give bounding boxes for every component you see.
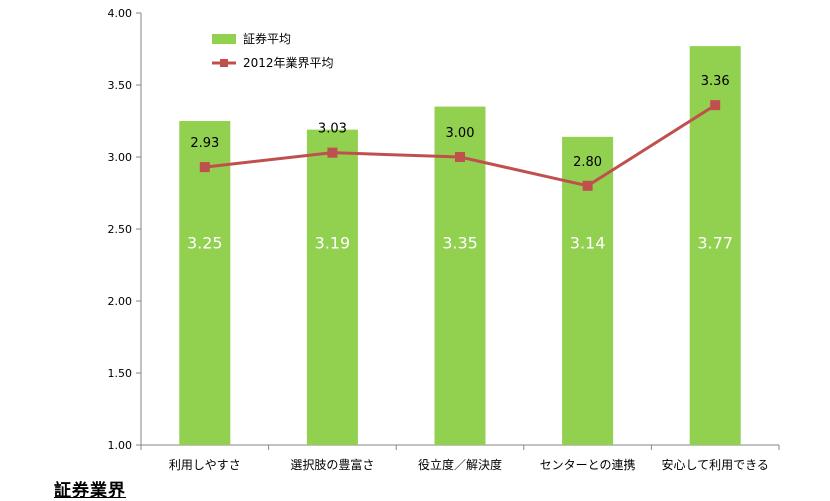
legend-label: 証券平均 (243, 31, 291, 46)
bar (306, 129, 358, 445)
y-tick-label: 2.50 (108, 223, 133, 236)
x-tick-label: 選択肢の豊富さ (290, 457, 374, 472)
bar-data-label: 3.14 (570, 233, 606, 252)
line-data-label: 2.93 (190, 136, 219, 151)
y-tick-label: 2.00 (108, 295, 133, 308)
y-tick-label: 3.00 (108, 151, 133, 164)
section-title: 証券業界 (54, 481, 126, 501)
bar-data-label: 3.77 (697, 233, 733, 252)
line-marker (199, 162, 210, 173)
x-tick-label: センターとの連携 (540, 457, 636, 472)
bar-data-label: 3.19 (315, 233, 351, 252)
legend-swatch-marker (220, 59, 228, 67)
bar-data-label: 3.25 (187, 233, 223, 252)
line-marker (455, 152, 465, 162)
line-marker (327, 147, 338, 158)
y-tick-label: 3.50 (108, 79, 133, 92)
line-marker (582, 180, 593, 191)
bar (179, 121, 231, 445)
line-series (199, 100, 721, 191)
y-tick-label: 1.50 (108, 367, 133, 380)
line-data-label: 3.00 (446, 126, 475, 141)
line-data-label: 3.36 (701, 74, 730, 89)
legend-swatch-bar (212, 34, 236, 44)
y-tick-label: 4.00 (108, 7, 133, 20)
y-tick-label: 1.00 (108, 439, 133, 452)
bar-data-label: 3.35 (442, 233, 478, 252)
bar-series (179, 46, 741, 446)
bar (689, 46, 741, 446)
x-tick-label: 役立度／解決度 (418, 457, 502, 472)
line-labels: 2.93 3.03 3.00 2.80 3.36 (190, 74, 729, 170)
line-data-label: 3.03 (318, 122, 347, 137)
bar (434, 106, 486, 445)
axes: 1.00 1.50 2.00 2.50 3.00 3.50 4.00 利用しやすさ 選択肢の豊富… (108, 7, 780, 472)
legend: 証券平均 2012年業界平均 (212, 31, 334, 70)
bar-labels: 3.25 3.19 3.35 3.14 3.77 (187, 233, 733, 252)
legend-label: 2012年業界平均 (243, 56, 334, 70)
x-tick-label: 安心して利用できる (661, 457, 768, 472)
x-tick-label: 利用しやすさ (169, 458, 241, 472)
line-data-label: 2.80 (573, 155, 602, 170)
line-marker (710, 100, 721, 111)
